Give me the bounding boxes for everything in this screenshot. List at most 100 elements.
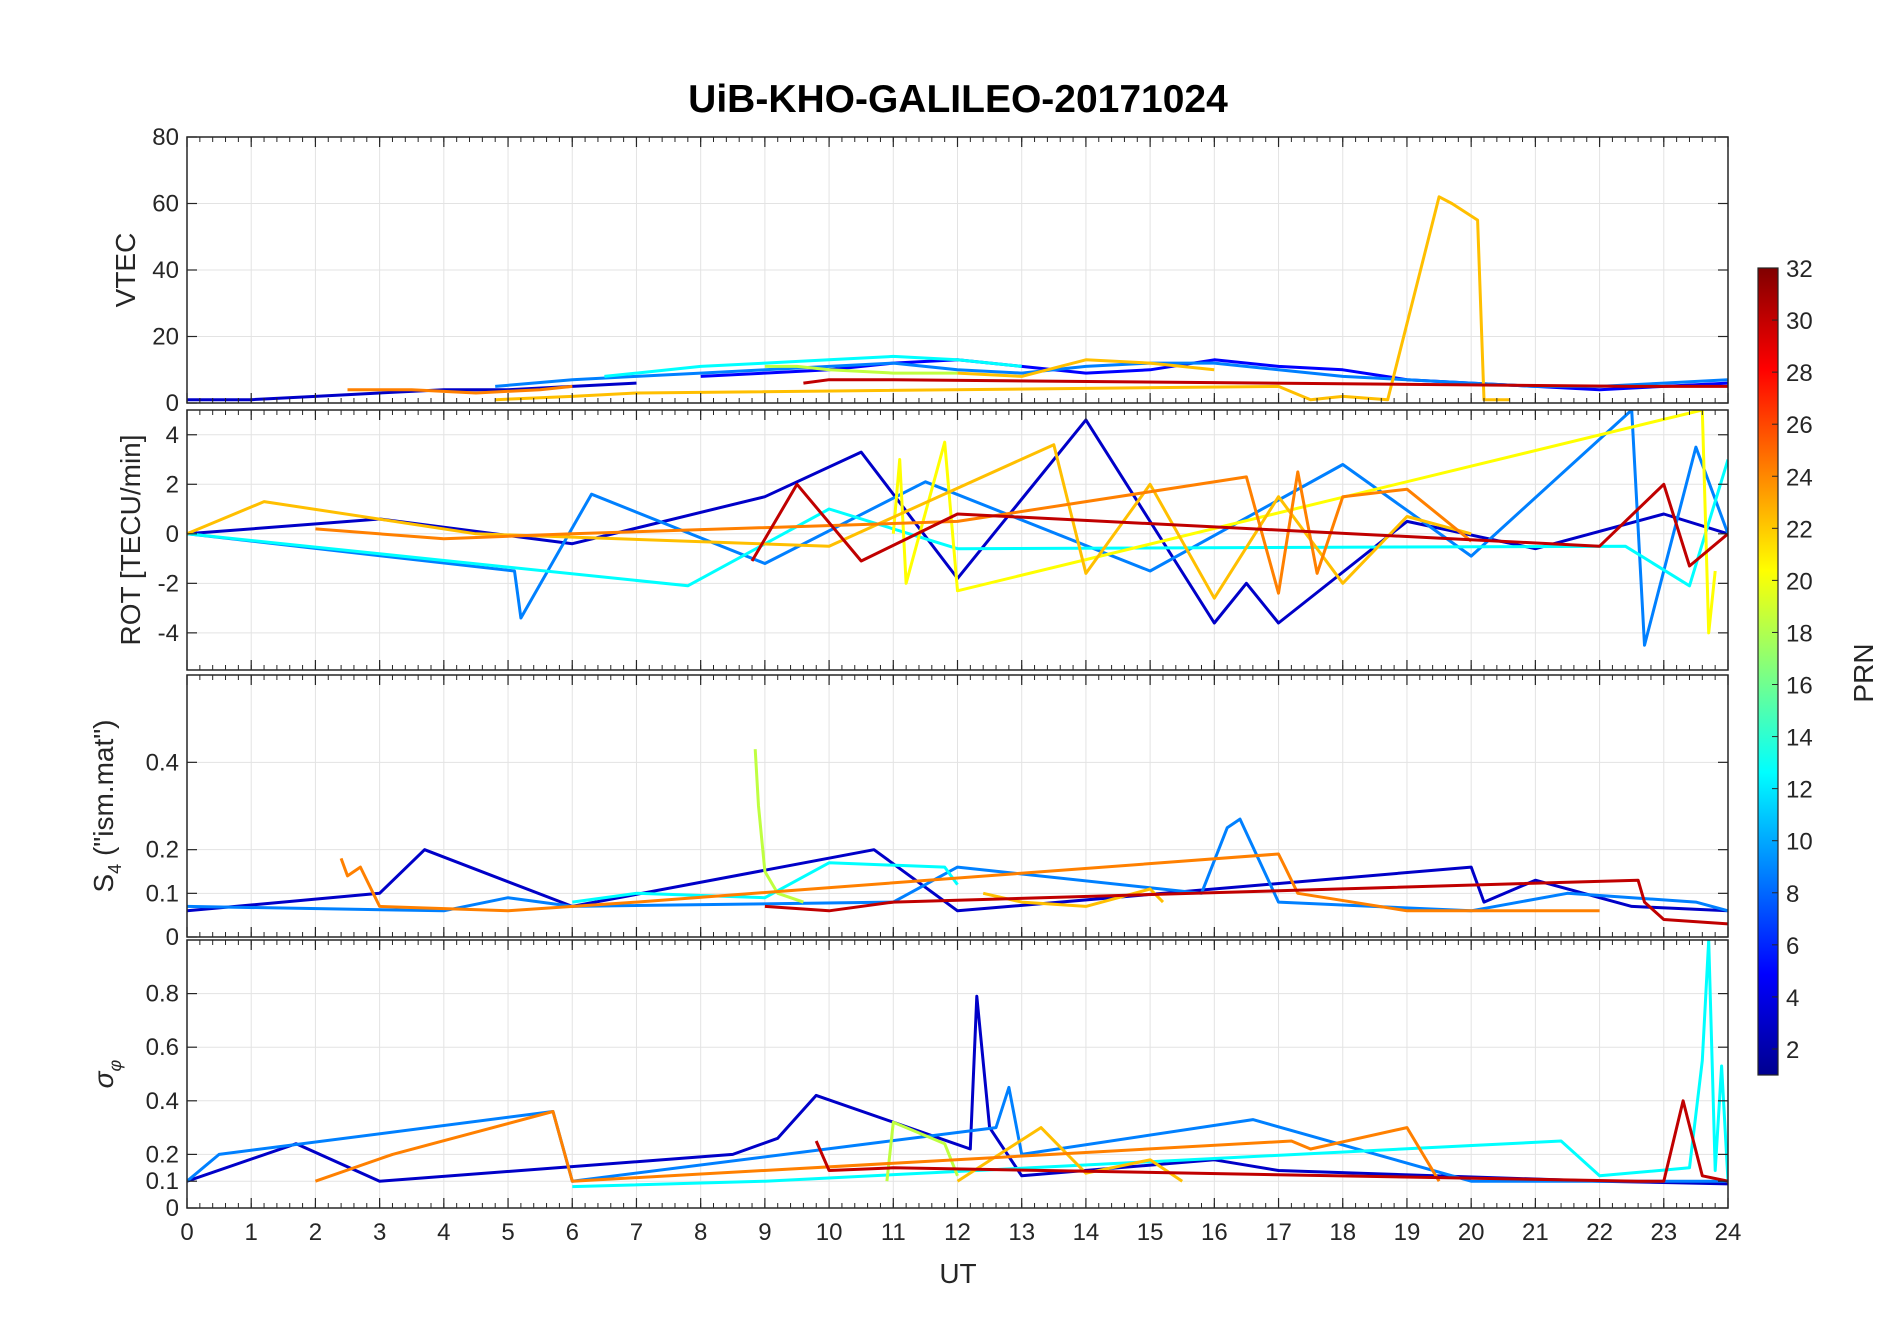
panel-0: 0 20 40 60 80 VTEC (110, 124, 1729, 417)
x-tick-label: 6 (566, 1219, 579, 1246)
y-tick-label: -4 (158, 620, 179, 647)
y-tick-label: 0.4 (146, 1088, 179, 1115)
series-prn-25 (339, 852, 1600, 913)
colorbar-tick-label: 26 (1786, 412, 1813, 439)
colorbar-bar (1757, 267, 1779, 1076)
panel-1: -4 -2 0 2 4 ROT [TECU/min] (115, 409, 1729, 671)
series-prn-8 (187, 817, 1728, 913)
x-tick-label: 15 (1137, 1219, 1164, 1246)
y-tick-label: 0 (166, 390, 179, 417)
colorbar-tick-label: 20 (1786, 568, 1813, 595)
colorbar-tick-label: 10 (1786, 829, 1813, 856)
x-tick-label: 7 (630, 1219, 643, 1246)
series-prn-19 (764, 364, 958, 375)
series-prn-31 (764, 878, 1728, 926)
series-prn-23 (495, 195, 1510, 402)
series-prn-31 (750, 482, 1728, 568)
series-prn-12 (187, 459, 1728, 588)
x-tick-label: 24 (1715, 1219, 1742, 1246)
x-tick-label: 4 (437, 1219, 450, 1246)
series-prn-12 (604, 354, 1022, 378)
x-axis-label: UT (939, 1258, 976, 1289)
colorbar-tick-label: 2 (1786, 1037, 1799, 1064)
x-tick-label: 21 (1522, 1219, 1549, 1246)
y-tick-label: 0.4 (146, 749, 179, 776)
x-tick-label: 0 (180, 1219, 193, 1246)
x-tick-label: 5 (501, 1219, 514, 1246)
colorbar-tick-label: 16 (1786, 673, 1813, 700)
x-tick-label: 19 (1394, 1219, 1421, 1246)
series-group (187, 410, 1728, 647)
series-prn-31 (814, 1099, 1728, 1183)
y-tick-label: 0.6 (146, 1034, 179, 1061)
series-prn-8 (187, 410, 1728, 647)
y-label-subscript: 4 (105, 864, 125, 874)
y-tick-label: -2 (158, 570, 179, 597)
series-group (187, 940, 1728, 1189)
y-tick-label: 20 (152, 324, 179, 351)
colorbar-tick-label: 28 (1786, 360, 1813, 387)
y-tick-label: 0.1 (146, 1168, 179, 1195)
x-tick-label: 10 (816, 1219, 843, 1246)
series-prn-12 (572, 861, 959, 904)
series-group (187, 195, 1728, 402)
y-axis-label: VTEC (110, 233, 141, 308)
panel-2: 0 0.1 0.2 0.4 S4 ("ism.mat") (88, 674, 1729, 951)
colorbar-tick-label: 22 (1786, 516, 1813, 543)
y-tick-label: 0 (166, 924, 179, 951)
x-tick-label: 17 (1265, 1219, 1292, 1246)
y-tick-label: 60 (152, 191, 179, 218)
series-prn-25 (347, 384, 573, 395)
colorbar-tick-label: 6 (1786, 933, 1799, 960)
x-tick-label: 22 (1586, 1219, 1613, 1246)
series-prn-31 (803, 378, 1728, 388)
y-tick-label: 0.2 (146, 837, 179, 864)
x-tick-label: 18 (1329, 1219, 1356, 1246)
y-axis-label: S4 ("ism.mat") (88, 719, 125, 892)
y-tick-label: 0.1 (146, 880, 179, 907)
series-prn-25 (314, 1110, 1441, 1183)
y-tick-label: 80 (152, 124, 179, 151)
x-tick-label: 23 (1650, 1219, 1677, 1246)
series-prn-25 (315, 470, 1473, 595)
x-tick-label: 20 (1458, 1219, 1485, 1246)
y-tick-label: 40 (152, 257, 179, 284)
colorbar-tick-label: 8 (1786, 881, 1799, 908)
colorbar-tick-label: 18 (1786, 620, 1813, 647)
x-tick-label: 3 (373, 1219, 386, 1246)
colorbar-tick-label: 12 (1786, 777, 1813, 804)
y-tick-label: 0 (166, 521, 179, 548)
axes-box (186, 674, 1729, 938)
colorbar-tick-label: 24 (1786, 464, 1813, 491)
y-tick-label: 0.8 (146, 981, 179, 1008)
x-tick-label: 11 (881, 1219, 906, 1246)
series-prn-22 (187, 443, 1472, 600)
y-label-subscript: φ (105, 1059, 125, 1071)
y-tick-label: 0 (166, 1195, 179, 1222)
axes-box (186, 939, 1729, 1209)
series-prn-3 (187, 994, 1728, 1186)
x-tick-label: 8 (694, 1219, 707, 1246)
colorbar-tick-label: 32 (1786, 256, 1813, 283)
colorbar-tick-label: 14 (1786, 725, 1813, 752)
colorbar-label: PRN (1848, 643, 1879, 702)
y-axis-label: ROT [TECU/min] (115, 434, 146, 645)
colorbar-tick-label: 4 (1786, 985, 1799, 1012)
x-tick-label: 2 (309, 1219, 322, 1246)
x-tick-label: 14 (1073, 1219, 1100, 1246)
y-label-rest: ("ism.mat") (88, 719, 119, 863)
y-tick-label: 0.2 (146, 1141, 179, 1168)
series-group (187, 749, 1728, 926)
x-tick-label: 12 (944, 1219, 971, 1246)
series-prn-3 (187, 418, 1728, 625)
series-prn-12 (572, 940, 1728, 1189)
chart-title: UiB-KHO-GALILEO-20171024 (688, 78, 1228, 121)
x-tick-label: 1 (245, 1219, 258, 1246)
x-tick-label: 13 (1008, 1219, 1035, 1246)
series-prn-3 (187, 848, 1728, 913)
series-prn-22 (957, 358, 1215, 378)
x-tick-label: 16 (1201, 1219, 1228, 1246)
